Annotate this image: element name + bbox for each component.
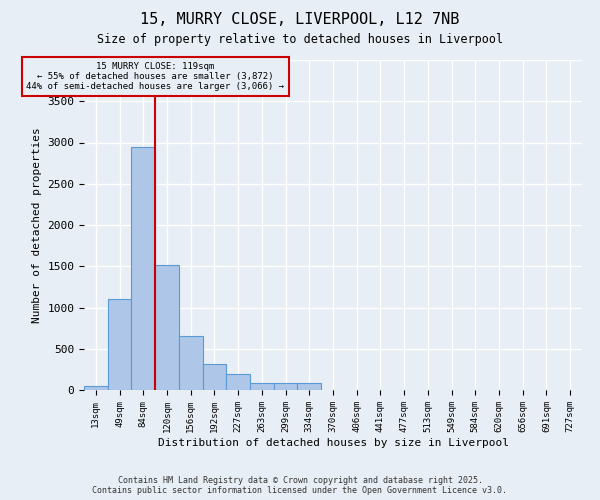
Bar (131, 146, 155, 390)
Text: Size of property relative to detached houses in Liverpool: Size of property relative to detached ho… (97, 32, 503, 46)
X-axis label: Distribution of detached houses by size in Liverpool: Distribution of detached houses by size … (157, 438, 509, 448)
Bar (226, 374, 250, 390)
Bar (108, 299, 131, 390)
Bar (84, 386, 108, 390)
Bar (203, 364, 226, 390)
Bar (179, 336, 203, 390)
Bar (298, 382, 321, 390)
Text: Contains HM Land Registry data © Crown copyright and database right 2025.
Contai: Contains HM Land Registry data © Crown c… (92, 476, 508, 495)
Text: 15 MURRY CLOSE: 119sqm
← 55% of detached houses are smaller (3,872)
44% of semi-: 15 MURRY CLOSE: 119sqm ← 55% of detached… (26, 62, 284, 92)
Text: 15, MURRY CLOSE, LIVERPOOL, L12 7NB: 15, MURRY CLOSE, LIVERPOOL, L12 7NB (140, 12, 460, 28)
Y-axis label: Number of detached properties: Number of detached properties (32, 127, 42, 323)
Bar (250, 382, 274, 390)
Bar (155, 264, 179, 390)
Bar (274, 382, 298, 390)
